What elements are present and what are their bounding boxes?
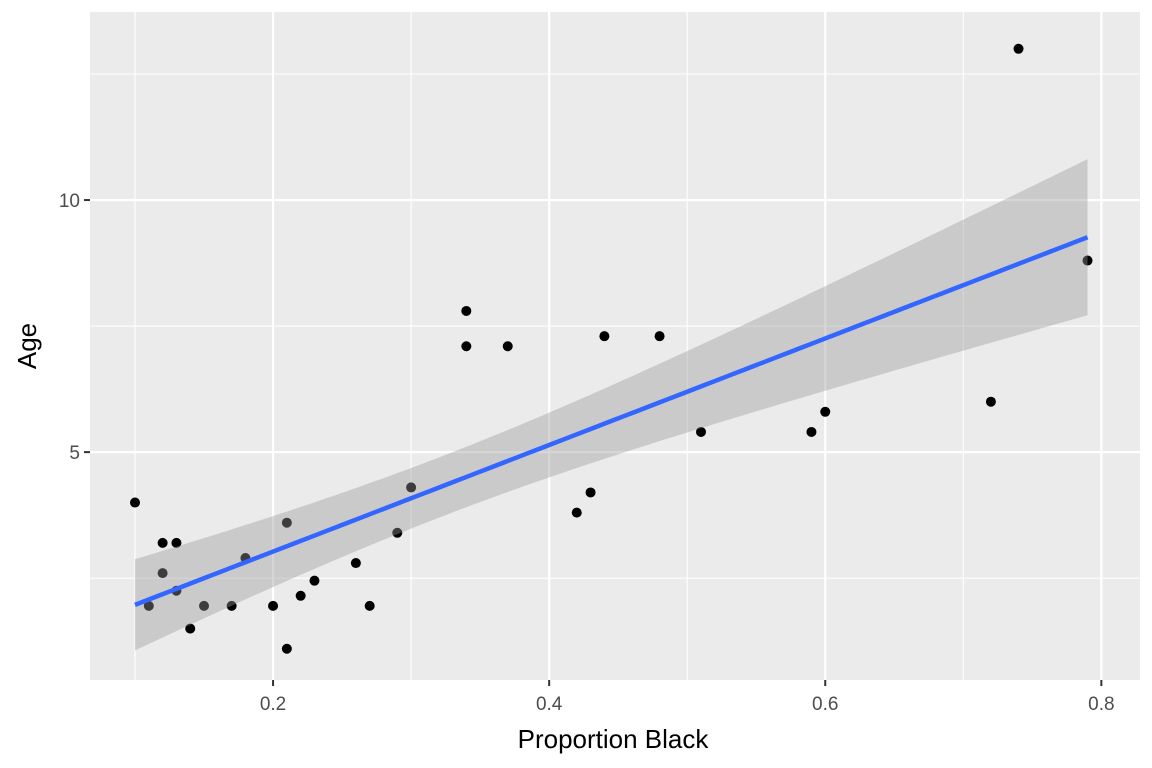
data-point bbox=[1013, 43, 1024, 54]
data-point bbox=[806, 426, 817, 437]
y-axis: 5 10 bbox=[59, 191, 90, 464]
data-point bbox=[599, 331, 610, 342]
data-point bbox=[199, 600, 210, 611]
data-point bbox=[281, 643, 292, 654]
data-point bbox=[157, 537, 168, 548]
data-point bbox=[502, 341, 513, 352]
data-point bbox=[268, 600, 279, 611]
data-point bbox=[295, 590, 306, 601]
data-point bbox=[585, 487, 596, 498]
data-point bbox=[364, 600, 375, 611]
data-point bbox=[985, 396, 996, 407]
data-point bbox=[461, 305, 472, 316]
data-point bbox=[571, 507, 582, 518]
data-point bbox=[171, 537, 182, 548]
x-tick-label: 0.2 bbox=[260, 694, 286, 715]
regression-line bbox=[134, 235, 1089, 607]
data-point bbox=[143, 600, 154, 611]
y-axis-label: Age bbox=[12, 323, 42, 369]
data-point bbox=[1082, 255, 1093, 266]
data-point bbox=[696, 426, 707, 437]
data-point bbox=[130, 497, 141, 508]
smooth bbox=[134, 159, 1089, 651]
data-point bbox=[392, 527, 403, 538]
data-point bbox=[350, 558, 361, 569]
data-point bbox=[820, 406, 831, 417]
x-tick-label: 0.4 bbox=[536, 694, 563, 715]
grid bbox=[90, 12, 1140, 680]
data-point bbox=[185, 623, 196, 634]
data-point bbox=[654, 331, 665, 342]
x-axis: 0.2 0.4 0.6 0.8 bbox=[260, 680, 1115, 715]
data-point bbox=[157, 568, 168, 579]
data-point bbox=[406, 482, 417, 493]
data-point bbox=[281, 517, 292, 528]
data-point bbox=[309, 575, 320, 586]
panel-background bbox=[90, 12, 1140, 680]
y-tick-label: 10 bbox=[59, 191, 80, 212]
x-axis-label: Proportion Black bbox=[518, 724, 710, 754]
data-point bbox=[461, 341, 472, 352]
data-point bbox=[226, 600, 237, 611]
y-tick-label: 5 bbox=[69, 443, 80, 464]
x-tick-label: 0.6 bbox=[812, 694, 838, 715]
x-tick-label: 0.8 bbox=[1088, 694, 1114, 715]
confidence-band bbox=[135, 159, 1088, 651]
